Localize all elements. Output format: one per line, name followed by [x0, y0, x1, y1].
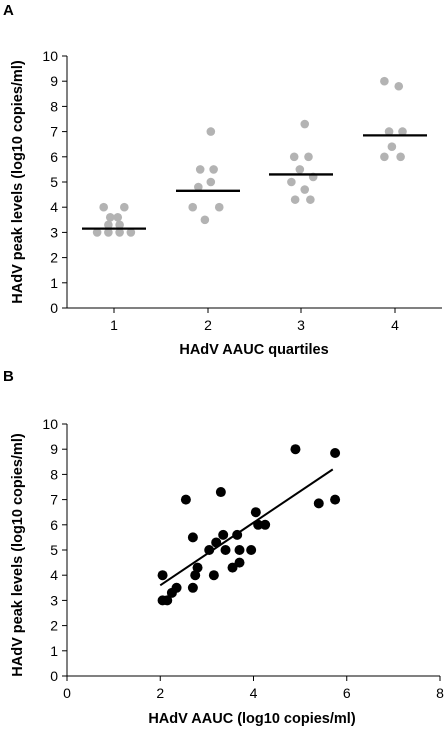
data-point: [192, 562, 203, 573]
y-tick-label: 5: [50, 174, 58, 190]
data-point: [260, 519, 271, 530]
data-point: [398, 127, 407, 136]
y-tick-label: 9: [50, 441, 58, 457]
data-point: [187, 582, 198, 593]
data-point: [208, 570, 219, 581]
data-point: [194, 182, 203, 192]
data-point: [295, 165, 305, 174]
data-point: [206, 127, 216, 136]
data-point: [204, 545, 215, 555]
x-tick-label: 4: [391, 317, 399, 333]
data-point: [218, 529, 229, 540]
x-axis-title: HAdV AAUC (log10 copies/ml): [148, 711, 355, 727]
y-tick-label: 10: [42, 416, 58, 432]
data-point: [330, 447, 341, 458]
x-tick-label: 4: [250, 685, 258, 701]
y-tick-label: 8: [50, 98, 58, 114]
y-tick-label: 0: [50, 300, 58, 316]
panel-label-b: B: [3, 368, 14, 385]
y-tick-label: 6: [50, 517, 58, 533]
data-point: [195, 165, 205, 174]
data-point: [187, 532, 198, 543]
data-point: [380, 152, 389, 162]
data-point: [227, 562, 238, 573]
data-point: [126, 228, 136, 237]
data-point: [234, 557, 245, 568]
y-tick-label: 1: [50, 275, 58, 291]
data-point: [300, 185, 310, 194]
y-tick-label: 4: [50, 199, 58, 215]
y-tick-label: 2: [50, 618, 58, 634]
data-point: [380, 76, 389, 86]
y-tick-label: 7: [50, 492, 58, 508]
data-point: [99, 202, 108, 212]
data-point: [214, 202, 224, 212]
y-axis-title: HAdV peak levels (log10 copies/ml): [10, 60, 26, 304]
data-point: [396, 152, 405, 162]
regression-scatter-chart: 0 1 2 3 4 5 6 7 8 9 10 0 2 4 6 8 HAdV AAUC (log10 copi…: [10, 416, 444, 727]
y-tick-label: 4: [50, 567, 58, 583]
data-point: [115, 220, 124, 230]
panel-label-a: A: [3, 2, 14, 19]
y-tick-label: 1: [50, 643, 58, 659]
data-point: [92, 228, 102, 237]
y-tick-label: 3: [50, 592, 58, 608]
quartile-scatter-chart: 0 1 2 3 4 5 6 7 8 9 10 1 2 3 4 HAdV AAUC quartiles HA…: [10, 48, 442, 358]
data-point: [330, 494, 341, 505]
data-point: [157, 570, 168, 581]
data-point: [300, 119, 310, 129]
data-point: [394, 81, 404, 91]
x-axis-title: HAdV AAUC quartiles: [179, 342, 328, 358]
y-axis-title: HAdV peak levels (log10 copies/ml): [10, 433, 26, 677]
x-tick-label: 2: [156, 685, 164, 701]
data-point: [190, 570, 201, 581]
data-point: [115, 228, 124, 237]
data-point: [384, 127, 394, 136]
x-tick-label: 8: [436, 685, 444, 701]
data-point: [313, 498, 324, 509]
data-point: [200, 215, 210, 225]
data-point: [287, 177, 296, 187]
data-point: [215, 487, 226, 498]
y-tick-label: 9: [50, 73, 58, 89]
data-point: [290, 444, 301, 455]
data-point: [304, 152, 313, 162]
data-point: [209, 165, 218, 174]
y-tick-label: 8: [50, 466, 58, 482]
x-tick-label: 1: [110, 317, 118, 333]
y-tick-label: 10: [42, 48, 58, 64]
data-point: [206, 177, 216, 187]
regression-line: [159, 468, 334, 587]
data-point: [104, 220, 113, 230]
data-point: [387, 142, 397, 152]
data-point: [220, 545, 231, 555]
data-point: [290, 195, 300, 204]
x-tick-label: 3: [297, 317, 305, 333]
data-point: [104, 228, 113, 237]
data-point: [188, 202, 198, 212]
x-tick-label: 6: [343, 685, 351, 701]
data-point: [234, 545, 245, 555]
data-point: [171, 582, 182, 593]
data-point: [246, 545, 257, 555]
data-point: [105, 212, 115, 222]
x-tick-label: 2: [204, 317, 212, 333]
data-point: [162, 595, 173, 606]
data-point: [289, 152, 299, 162]
x-tick-label: 0: [63, 685, 71, 701]
y-tick-label: 5: [50, 542, 58, 558]
y-tick-label: 6: [50, 149, 58, 165]
y-tick-label: 7: [50, 124, 58, 140]
data-point: [250, 507, 261, 518]
y-tick-label: 3: [50, 224, 58, 240]
y-tick-label: 0: [50, 668, 58, 684]
data-point: [113, 212, 123, 222]
data-point: [120, 202, 129, 212]
data-point: [180, 494, 191, 505]
data-point: [306, 195, 315, 204]
y-tick-label: 2: [50, 250, 58, 266]
